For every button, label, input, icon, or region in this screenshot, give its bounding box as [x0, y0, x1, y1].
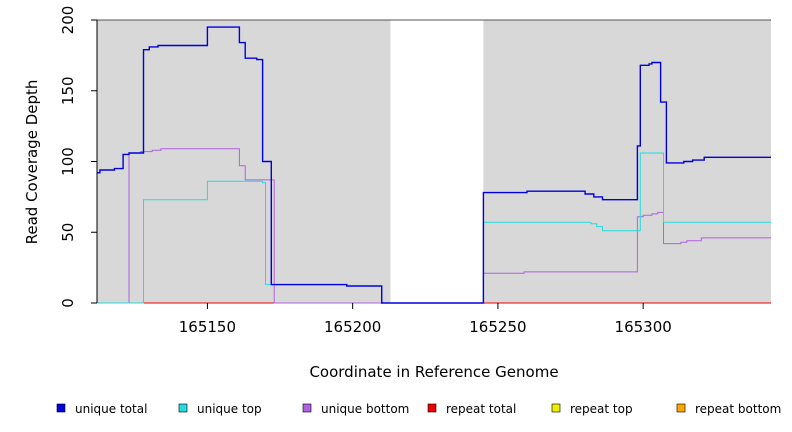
legend-label: unique bottom [321, 402, 409, 416]
legend-label: repeat top [570, 402, 633, 416]
legend-item-unique-total: unique total [56, 402, 147, 416]
axes: 0 50 100 150 200 165150 165200 165250 165300 [59, 6, 672, 336]
legend-swatch [427, 403, 437, 413]
y-tick-label: 50 [59, 223, 77, 242]
legend-swatch [302, 403, 312, 413]
series-line-unique-bottom [97, 148, 771, 304]
legend-swatch [551, 403, 561, 413]
legend-item-unique-top: unique top [178, 402, 262, 416]
shaded-region-1 [483, 20, 771, 303]
legend-item-repeat-total: repeat total [427, 402, 516, 416]
legend: unique total unique top unique bottom repea… [56, 402, 781, 416]
legend-swatch [676, 403, 686, 413]
y-tick-label: 100 [59, 147, 77, 176]
legend-item-unique-bottom: unique bottom [302, 402, 409, 416]
y-tick-label: 150 [59, 76, 77, 105]
series-lines [97, 26, 771, 304]
legend-swatch [56, 403, 66, 413]
legend-label: unique total [75, 402, 147, 416]
series-line-unique-total [97, 26, 771, 304]
x-tick-label: 165200 [324, 318, 381, 336]
legend-item-repeat-top: repeat top [551, 402, 633, 416]
legend-item-repeat-bottom: repeat bottom [676, 402, 781, 416]
legend-label: repeat bottom [695, 402, 781, 416]
x-tick-label: 165250 [469, 318, 526, 336]
x-tick-label: 165300 [615, 318, 672, 336]
shaded-region-0 [97, 20, 391, 303]
plot-background [97, 19, 771, 303]
y-tick-label: 200 [59, 6, 77, 35]
y-tick-label: 0 [59, 298, 77, 308]
x-tick-label: 165150 [179, 318, 236, 336]
x-axis-title: Coordinate in Reference Genome [309, 363, 558, 381]
legend-label: repeat total [446, 402, 516, 416]
y-axis-title: Read Coverage Depth [23, 80, 41, 245]
legend-label: unique top [197, 402, 262, 416]
legend-swatch [178, 403, 188, 413]
